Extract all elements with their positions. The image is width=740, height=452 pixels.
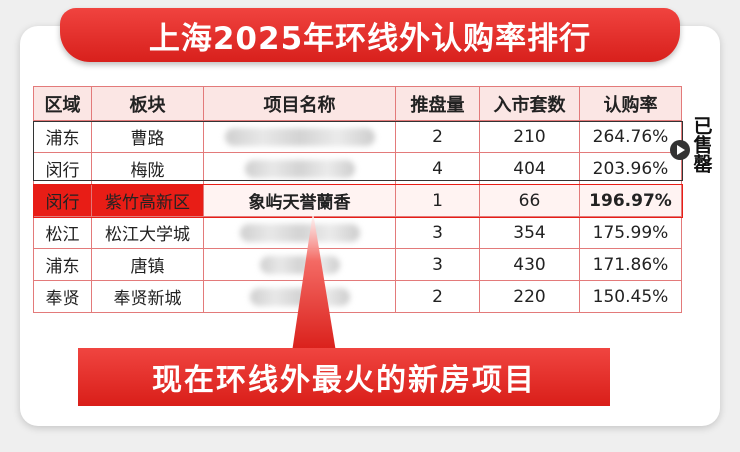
table-row: 浦东 曹路 2 210 264.76%	[33, 120, 682, 153]
cell-project-blurred	[203, 120, 396, 153]
cell-rate: 175.99%	[579, 216, 682, 249]
cell-project: 象屿天誉蘭香	[203, 184, 396, 217]
cell-units: 430	[479, 248, 580, 281]
table-row: 闵行 梅陇 4 404 203.96%	[33, 152, 682, 185]
header-supply: 推盘量	[395, 86, 480, 121]
cell-rate: 150.45%	[579, 280, 682, 313]
sold-out-label: 已售罄	[670, 116, 714, 173]
cell-units: 354	[479, 216, 580, 249]
header-rate: 认购率	[579, 86, 682, 121]
play-arrow-icon	[670, 140, 690, 160]
header-units: 入市套数	[479, 86, 580, 121]
cell-board: 唐镇	[91, 248, 204, 281]
table-header-row: 区域 板块 项目名称 推盘量 入市套数 认购率	[33, 86, 682, 121]
cell-board: 曹路	[91, 120, 204, 153]
cell-supply: 3	[395, 216, 480, 249]
cell-rate: 203.96%	[579, 152, 682, 185]
cell-district: 奉贤	[33, 280, 92, 313]
cell-district: 闵行	[33, 152, 92, 185]
title-banner: 上海2025年环线外认购率排行	[60, 8, 680, 62]
cell-rate: 196.97%	[579, 184, 682, 217]
ranking-table: 区域 板块 项目名称 推盘量 入市套数 认购率 浦东 曹路 2 210 264.…	[33, 86, 682, 313]
table-row: 松江 松江大学城 3 354 175.99%	[33, 216, 682, 249]
callout-text: 现在环线外最火的新房项目	[152, 363, 536, 398]
table-row-highlighted: 闵行 紫竹高新区 象屿天誉蘭香 1 66 196.97%	[33, 184, 682, 217]
pointer-arrow-icon	[292, 212, 336, 352]
cell-board: 松江大学城	[91, 216, 204, 249]
cell-supply: 4	[395, 152, 480, 185]
cell-board: 紫竹高新区	[91, 184, 204, 217]
header-project: 项目名称	[203, 86, 396, 121]
callout-banner: 现在环线外最火的新房项目	[78, 348, 610, 406]
cell-rate: 171.86%	[579, 248, 682, 281]
cell-project-blurred	[203, 152, 396, 185]
cell-district: 闵行	[33, 184, 92, 217]
cell-supply: 3	[395, 248, 480, 281]
cell-board: 奉贤新城	[91, 280, 204, 313]
page-title: 上海2025年环线外认购率排行	[148, 20, 592, 57]
sold-out-text: 已售罄	[690, 116, 713, 173]
